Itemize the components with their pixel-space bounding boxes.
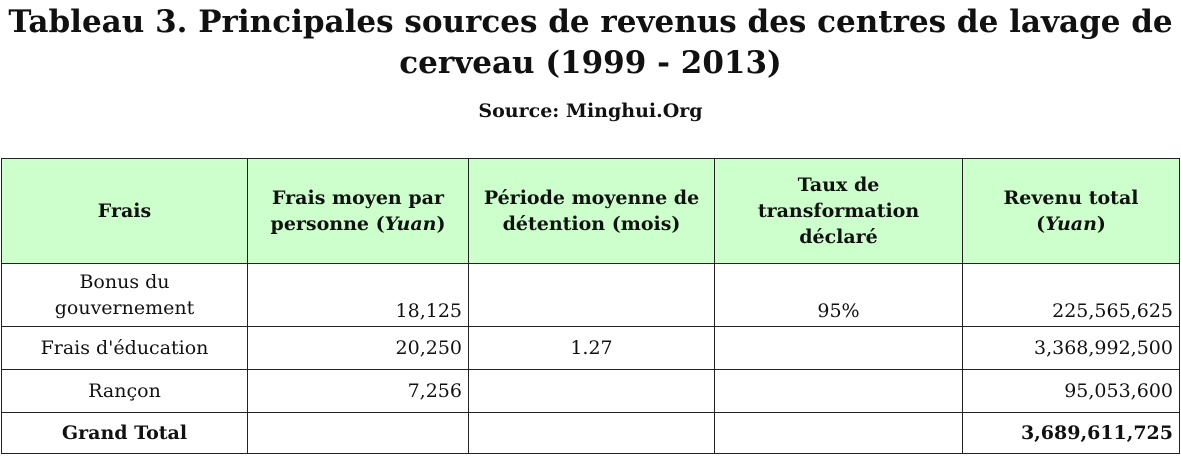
table-header-row: Frais Frais moyen par personne (Yuan) Pé… <box>1 158 1180 264</box>
cell-frais: Bonus du gouvernement <box>1 263 248 327</box>
revenue-table: Frais Frais moyen par personne (Yuan) Pé… <box>1 158 1180 454</box>
header-frais: Frais <box>1 158 248 264</box>
table-title: Tableau 3. Principales sources de revenu… <box>8 4 1173 81</box>
cell-taux <box>714 326 963 370</box>
cell-empty <box>468 412 715 454</box>
cell-total-label: Grand Total <box>1 412 248 454</box>
total-row: Grand Total 3,689,611,725 <box>1 412 1180 454</box>
header-revenu-text: Revenu total ( <box>1003 187 1139 235</box>
cell-frais-moyen: 7,256 <box>247 369 469 413</box>
cell-periode <box>468 369 715 413</box>
header-frais-moyen: Frais moyen par personne (Yuan) <box>247 158 469 264</box>
header-revenu: Revenu total (Yuan) <box>962 158 1180 264</box>
cell-revenu: 225,565,625 <box>962 263 1180 327</box>
header-taux: Taux de transformation déclaré <box>714 158 963 264</box>
cell-empty <box>714 412 963 454</box>
cell-periode <box>468 263 715 327</box>
header-revenu-close: ) <box>1096 213 1106 235</box>
cell-empty <box>247 412 469 454</box>
cell-revenu: 3,368,992,500 <box>962 326 1180 370</box>
table-row: Bonus du gouvernement 18,125 95% 225,565… <box>1 263 1180 327</box>
cell-frais: Frais d'éducation <box>1 326 248 370</box>
table-row: Frais d'éducation 20,250 1.27 3,368,992,… <box>1 326 1180 370</box>
header-frais-moyen-close: ) <box>436 213 446 235</box>
cell-frais-moyen: 18,125 <box>247 263 469 327</box>
cell-total-revenu: 3,689,611,725 <box>962 412 1180 454</box>
source-caption: Source: Minghui.Org <box>478 100 703 122</box>
cell-taux: 95% <box>714 263 963 327</box>
cell-periode: 1.27 <box>468 326 715 370</box>
header-frais-moyen-unit: Yuan <box>384 213 437 235</box>
cell-revenu: 95,053,600 <box>962 369 1180 413</box>
table-row: Rançon 7,256 95,053,600 <box>1 369 1180 413</box>
header-periode: Période moyenne de détention (mois) <box>468 158 715 264</box>
cell-frais: Rançon <box>1 369 248 413</box>
header-frais-moyen-text: Frais moyen par personne ( <box>270 187 444 235</box>
header-revenu-unit: Yuan <box>1045 213 1097 235</box>
cell-taux <box>714 369 963 413</box>
cell-frais-moyen: 20,250 <box>247 326 469 370</box>
